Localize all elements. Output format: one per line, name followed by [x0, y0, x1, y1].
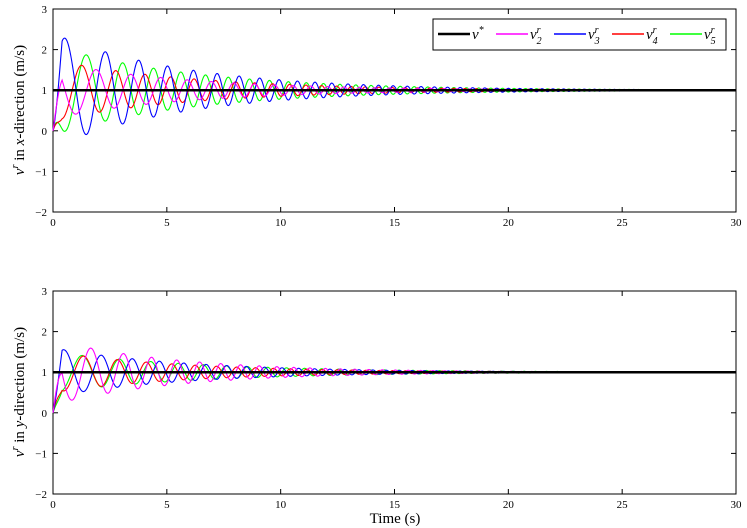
y-tick-label: −2: [35, 207, 47, 219]
y-axis-label-y: vr in y-direction (m/s): [10, 327, 28, 457]
y-tick-label: 1: [42, 85, 48, 97]
y-tick-label: −1: [35, 166, 47, 178]
y-axis-label-x-var: x: [12, 138, 28, 146]
x-tick-label: 5: [164, 217, 170, 229]
series-lines-y: [52, 347, 737, 413]
y-axis-label-x-mid: in: [12, 145, 28, 164]
y-axis-label-y-sup: r: [10, 446, 21, 450]
legend-label: v3r: [588, 25, 600, 47]
legend: v* v2r v3r v4r v5r: [432, 18, 727, 51]
legend-label: v2r: [530, 25, 542, 47]
y-axis-label-y-var: y: [12, 420, 28, 429]
legend-label: v*: [472, 25, 484, 43]
y-tick-label: 2: [42, 45, 48, 57]
x-tick-label: 20: [503, 217, 515, 229]
y-axis-label-x-suffix: -direction (m/s): [12, 45, 28, 139]
y-axis-label-x-sup: r: [10, 164, 21, 168]
y-axis-label-y-prefix: v: [12, 450, 28, 457]
series-lines-x: [52, 37, 737, 136]
x-tick-label: 10: [275, 499, 287, 511]
x-tick-label: 0: [50, 499, 56, 511]
y-tick-label: 0: [42, 408, 48, 420]
x-tick-label: 30: [731, 499, 743, 511]
x-axis-label: Time (s): [370, 511, 421, 527]
y-axis-label-y-suffix: -direction (m/s): [12, 327, 28, 421]
y-axis-label-y-mid: in: [12, 427, 28, 446]
x-tick-label: 15: [389, 217, 401, 229]
y-axis-label-x-prefix: v: [12, 168, 28, 175]
x-tick-label: 15: [389, 499, 401, 511]
x-tick-label: 25: [617, 217, 629, 229]
plot-area-y: [52, 290, 737, 495]
x-tick-label: 25: [617, 499, 629, 511]
legend-label: v4r: [646, 25, 658, 47]
legend-label: v5r: [704, 25, 716, 47]
x-tick-label: 5: [164, 499, 170, 511]
x-tick-label: 20: [503, 499, 515, 511]
y-tick-label: 1: [42, 367, 48, 379]
y-axis-label-x: vr in x-direction (m/s): [10, 45, 28, 175]
y-tick-label: 0: [42, 126, 48, 138]
y-tick-label: 2: [42, 327, 48, 339]
y-tick-label: 3: [42, 286, 48, 298]
x-tick-label: 10: [275, 217, 287, 229]
x-tick-label: 30: [731, 217, 743, 229]
y-tick-label: −2: [35, 489, 47, 501]
y-tick-label: 3: [42, 4, 48, 16]
y-tick-label: −1: [35, 448, 47, 460]
x-tick-label: 0: [50, 217, 56, 229]
